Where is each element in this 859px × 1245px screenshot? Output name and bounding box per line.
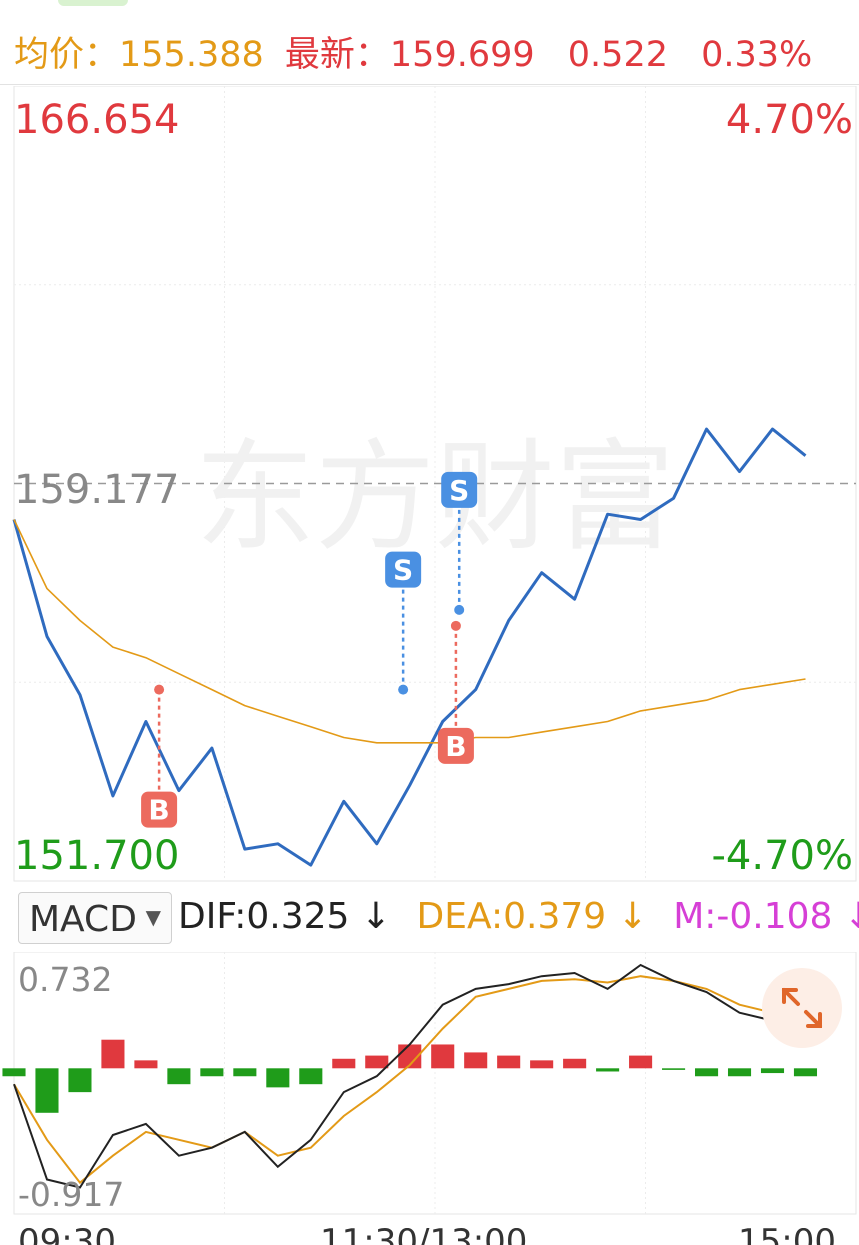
macd-bar-19 (629, 1055, 653, 1069)
signal-label-1: S (393, 554, 413, 587)
macd-bar-21 (695, 1068, 719, 1077)
macd-chart[interactable] (0, 952, 859, 1228)
latest-label: 最新： (284, 35, 390, 75)
macd-top-label: 0.732 (18, 960, 113, 999)
macd-bar-23 (760, 1068, 785, 1074)
price-line (12, 427, 807, 867)
macd-bottom-label: -0.917 (18, 1175, 125, 1214)
expand-icon (782, 988, 822, 1028)
macd-toolbar: MACD ▼ DIF:0.325 ↓ DEA:0.379 ↓ M:-0.108 … (0, 884, 859, 952)
signal-label-0: B (148, 794, 169, 827)
m-value: M:-0.108 ↓ (673, 896, 859, 937)
dea-line (13, 975, 806, 1185)
change-pct: 0.33% (701, 35, 813, 75)
expand-button[interactable] (762, 968, 842, 1048)
signal-dot-3 (450, 620, 461, 631)
time-label-mid: 11:30/13:00 (320, 1228, 527, 1245)
price-top-label: 166.654 (14, 97, 180, 143)
indicator-select-label: MACD (29, 899, 137, 940)
signal-badge-2 (441, 471, 478, 508)
macd-bar-16 (530, 1060, 554, 1069)
macd-bar-1 (35, 1068, 59, 1113)
dif-line (13, 963, 806, 1189)
tab-indicator (58, 0, 128, 6)
signal-badge-3 (437, 727, 474, 764)
latest-value: 159.699 (389, 35, 535, 75)
macd-bar-3 (101, 1039, 125, 1069)
signal-dot-0 (154, 684, 165, 695)
macd-bar-6 (200, 1068, 224, 1077)
signal-dot-1 (398, 684, 409, 695)
macd-bar-2 (68, 1068, 92, 1093)
macd-bar-0 (2, 1068, 26, 1077)
time-axis: 09:30 11:30/13:00 15:00 (0, 1228, 859, 1245)
macd-bar-17 (563, 1058, 587, 1069)
macd-bar-8 (266, 1068, 290, 1088)
macd-bar-9 (299, 1068, 323, 1085)
macd-bar-18 (596, 1068, 620, 1072)
signal-label-3: B (445, 730, 466, 763)
caret-down-icon: ▼ (145, 905, 161, 929)
watermark: 东方财富 (195, 429, 675, 568)
avg-label: 均价： (14, 35, 120, 75)
macd-bar-11 (365, 1055, 389, 1069)
macd-bar-4 (134, 1060, 158, 1069)
avg-price-line (13, 519, 806, 744)
indicator-select[interactable]: MACD ▼ (18, 892, 172, 944)
time-label-end: 15:00 (738, 1228, 836, 1245)
price-chart[interactable]: 东方财富 B S S B (0, 86, 859, 882)
macd-bar-5 (167, 1068, 191, 1085)
quote-info: 均价：155.388 最新：159.699 0.522 0.33% (14, 26, 812, 77)
change-value: 0.522 (567, 35, 668, 75)
macd-bar-7 (233, 1068, 257, 1077)
signal-badge-1 (385, 551, 422, 588)
macd-bar-20 (662, 1068, 686, 1070)
signal-dot-2 (454, 604, 465, 615)
dif-value: DIF:0.325 ↓ (178, 896, 392, 937)
macd-bar-10 (332, 1058, 356, 1069)
macd-bar-15 (497, 1055, 521, 1069)
avg-value: 155.388 (119, 35, 264, 75)
dea-value: DEA:0.379 ↓ (416, 896, 648, 937)
macd-bar-13 (431, 1044, 455, 1069)
signal-badge-0 (141, 791, 178, 828)
pct-top-label: 4.70% (725, 97, 853, 143)
signal-label-2: S (449, 474, 469, 507)
price-bottom-label: 151.700 (14, 833, 180, 879)
macd-bar-24 (793, 1068, 818, 1077)
macd-values: DIF:0.325 ↓ DEA:0.379 ↓ M:-0.108 ↓ (178, 896, 859, 937)
header-bar: 均价：155.388 最新：159.699 0.522 0.33% (0, 0, 859, 85)
macd-bar-22 (727, 1068, 752, 1077)
macd-bar-14 (464, 1052, 488, 1069)
time-label-start: 09:30 (18, 1228, 116, 1245)
pct-bottom-label: -4.70% (711, 833, 853, 879)
ref-price-label: 159.177 (14, 467, 180, 513)
